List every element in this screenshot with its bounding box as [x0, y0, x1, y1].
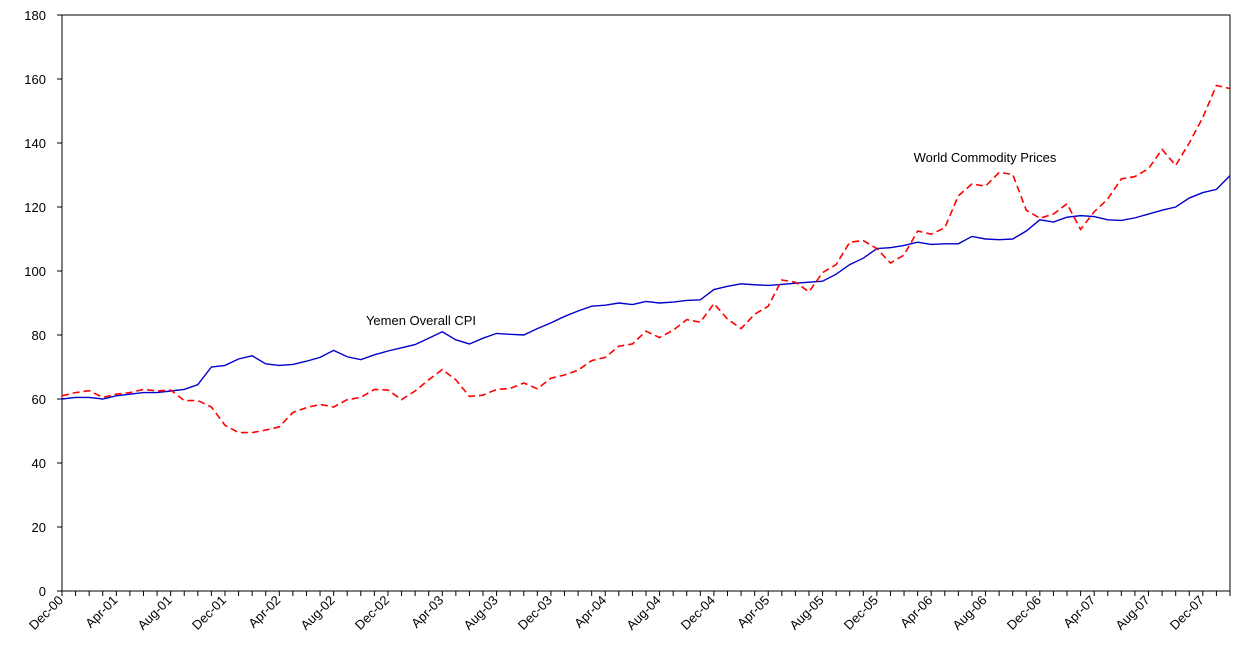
y-tick-label: 0	[39, 584, 46, 599]
x-tick-label: Apr-03	[408, 593, 446, 631]
x-tick-label: Apr-05	[734, 593, 772, 631]
y-tick-label: 120	[24, 200, 46, 215]
x-tick-label: Aug-06	[949, 593, 989, 633]
x-tick-label: Apr-06	[897, 593, 935, 631]
x-tick-label: Aug-05	[786, 593, 826, 633]
x-tick-label: Dec-01	[189, 593, 229, 633]
x-tick-label: Apr-07	[1060, 593, 1098, 631]
y-tick-label: 60	[32, 392, 46, 407]
x-tick-label: Dec-07	[1167, 593, 1207, 633]
y-tick-label: 40	[32, 456, 46, 471]
series-label: World Commodity Prices	[914, 150, 1057, 165]
x-tick-label: Dec-04	[678, 593, 718, 633]
series-label: Yemen Overall CPI	[366, 313, 476, 328]
y-tick-label: 20	[32, 520, 46, 535]
x-tick-label: Dec-06	[1004, 593, 1044, 633]
x-tick-label: Aug-01	[135, 593, 175, 633]
y-tick-label: 180	[24, 8, 46, 23]
x-tick-label: Dec-03	[515, 593, 555, 633]
x-tick-label: Apr-02	[245, 593, 283, 631]
series-line	[61, 175, 1231, 400]
x-tick-label: Aug-04	[623, 593, 663, 633]
x-tick-label: Apr-04	[571, 593, 609, 631]
y-tick-label: 160	[24, 72, 46, 87]
x-tick-label: Apr-01	[82, 593, 120, 631]
x-tick-label: Aug-03	[460, 593, 500, 633]
y-tick-label: 140	[24, 136, 46, 151]
x-tick-label: Dec-05	[841, 593, 881, 633]
y-tick-label: 100	[24, 264, 46, 279]
series-line	[61, 84, 1231, 434]
y-tick-label: 80	[32, 328, 46, 343]
plot-area	[61, 14, 1231, 592]
x-tick-label: Aug-07	[1112, 593, 1152, 633]
x-tick-label: Dec-02	[352, 593, 392, 633]
x-tick-label: Aug-02	[297, 593, 337, 633]
